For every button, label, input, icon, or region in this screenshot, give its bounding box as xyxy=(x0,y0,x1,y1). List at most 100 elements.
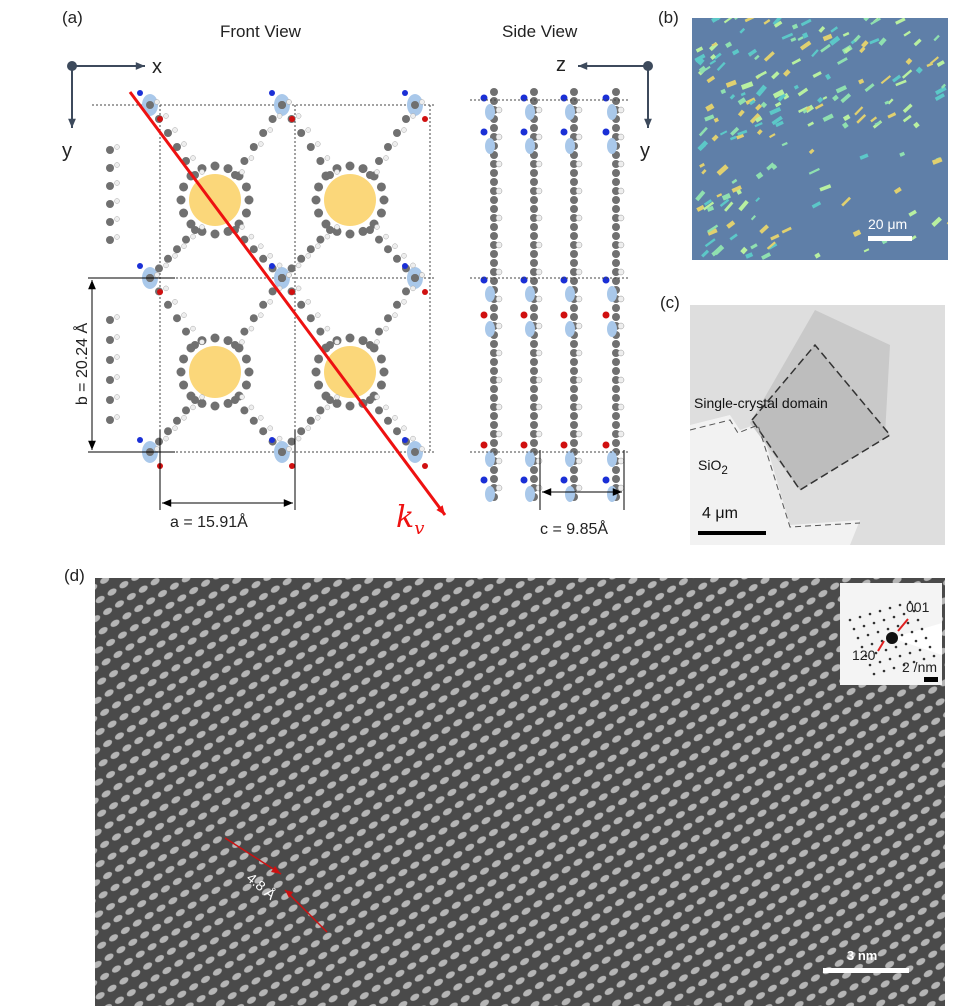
hydrogen-atom xyxy=(295,285,302,292)
carbon-atom xyxy=(612,358,620,366)
carbon-atom xyxy=(287,437,296,446)
carbon-atom xyxy=(530,169,538,177)
hydrogen-atom xyxy=(334,224,340,230)
carbon-atom xyxy=(321,219,331,229)
diffraction-spot xyxy=(868,612,872,616)
carbon-atom xyxy=(297,129,306,137)
crystal-flake xyxy=(704,114,715,122)
crystal-flake xyxy=(768,133,776,139)
diffraction-spot xyxy=(876,630,880,634)
crystal-flake xyxy=(749,113,761,124)
hydrogen-atom xyxy=(617,106,625,114)
carbon-atom xyxy=(612,439,620,447)
crystal-flake xyxy=(775,120,784,128)
diffraction-spot xyxy=(894,645,898,649)
crystal-flake xyxy=(811,49,819,58)
hydrogen-atom xyxy=(617,295,625,303)
crystal-flake xyxy=(791,23,799,30)
carbon-atom xyxy=(570,304,578,312)
domain-label: Single-crystal domain xyxy=(694,395,828,411)
crystal-flake xyxy=(711,18,721,23)
axis-z-label: z xyxy=(556,54,566,76)
carbon-atom xyxy=(259,300,268,309)
hydrogen-atom xyxy=(495,457,503,465)
crystal-flake xyxy=(840,93,852,104)
crystal-flakes xyxy=(694,18,948,260)
spot-label-120: 120 xyxy=(852,647,876,663)
crystal-flake xyxy=(713,244,725,256)
carbon-atom xyxy=(155,437,163,446)
carbon-atom xyxy=(570,178,578,186)
crystal-flake xyxy=(772,18,783,26)
hydrogen-atom xyxy=(575,295,583,303)
crystal-flake xyxy=(822,33,833,42)
axis-z-arrow-head xyxy=(578,62,588,70)
hydrogen-atom xyxy=(617,160,625,168)
crystal-flake xyxy=(750,243,758,250)
crystal-flake xyxy=(797,87,809,97)
carbon-atom xyxy=(244,195,254,205)
hydrogen-atom xyxy=(324,404,331,411)
crystal-flake xyxy=(841,196,852,207)
metal-node xyxy=(525,451,535,467)
heteroatom xyxy=(602,476,610,484)
hydrogen-atom xyxy=(410,113,416,119)
hydrogen-atom xyxy=(383,155,389,161)
crystal-flake xyxy=(908,209,917,217)
hydrogen-atom xyxy=(295,113,302,119)
crystal-flake xyxy=(887,112,897,119)
carbon-atom xyxy=(311,195,321,205)
hrtem-image: 4.8 Å 3 nm 001 120 2 /nm xyxy=(95,578,945,1006)
crystal-flake xyxy=(740,81,754,90)
carbon-atom xyxy=(210,229,220,239)
diffraction-spot xyxy=(928,645,932,649)
diffraction-spot xyxy=(888,657,892,661)
hydrogen-atom xyxy=(410,435,416,442)
carbon-atom xyxy=(490,403,498,411)
hydrogen-atom xyxy=(248,325,255,332)
carbon-atom xyxy=(179,182,189,192)
carbon-atom xyxy=(490,241,498,249)
nitrogen-atom xyxy=(402,263,408,269)
crystal-flake xyxy=(863,18,870,22)
carbon-atom xyxy=(530,214,538,222)
carbon-atom xyxy=(241,354,251,364)
crystal-flake xyxy=(781,141,788,147)
hydrogen-atom xyxy=(305,425,311,431)
crystal-flake xyxy=(893,186,902,194)
carbon-atom xyxy=(287,264,296,273)
carbon-atom xyxy=(223,398,233,408)
crystal-flake xyxy=(940,83,947,89)
carbon-atom xyxy=(314,380,324,390)
carbon-atom xyxy=(186,219,196,229)
crystal-flake xyxy=(832,94,839,102)
crystal-flake xyxy=(822,96,828,100)
hydrogen-atom xyxy=(374,394,380,400)
carbon-atom xyxy=(570,277,578,285)
carbon-atom xyxy=(316,406,325,415)
carbon-atom xyxy=(376,182,386,192)
carbon-atom xyxy=(249,416,258,425)
carbon-atom xyxy=(530,277,538,285)
hydrogen-atom xyxy=(495,484,503,492)
hydrogen-atom xyxy=(172,299,178,305)
crystal-flake xyxy=(819,184,832,192)
carbon-atom xyxy=(106,316,114,324)
carbon-atom xyxy=(376,380,386,390)
carbon-atom xyxy=(612,88,620,96)
oxygen-atom xyxy=(289,289,295,295)
carbon-atom xyxy=(384,314,392,323)
hydrogen-atom xyxy=(617,403,625,411)
crystal-flake xyxy=(705,103,715,112)
crystal-flake xyxy=(763,51,775,62)
carbon-atom xyxy=(530,412,538,420)
carbon-atom xyxy=(612,268,620,276)
carbon-atom xyxy=(490,214,498,222)
hydrogen-atom xyxy=(114,394,120,400)
diffraction-spot xyxy=(884,648,888,652)
carbon-atom xyxy=(530,304,538,312)
carbon-atom xyxy=(306,143,315,151)
hydrogen-atom xyxy=(575,106,583,114)
hydrogen-atom xyxy=(315,243,321,249)
carbon-atom xyxy=(530,196,538,204)
